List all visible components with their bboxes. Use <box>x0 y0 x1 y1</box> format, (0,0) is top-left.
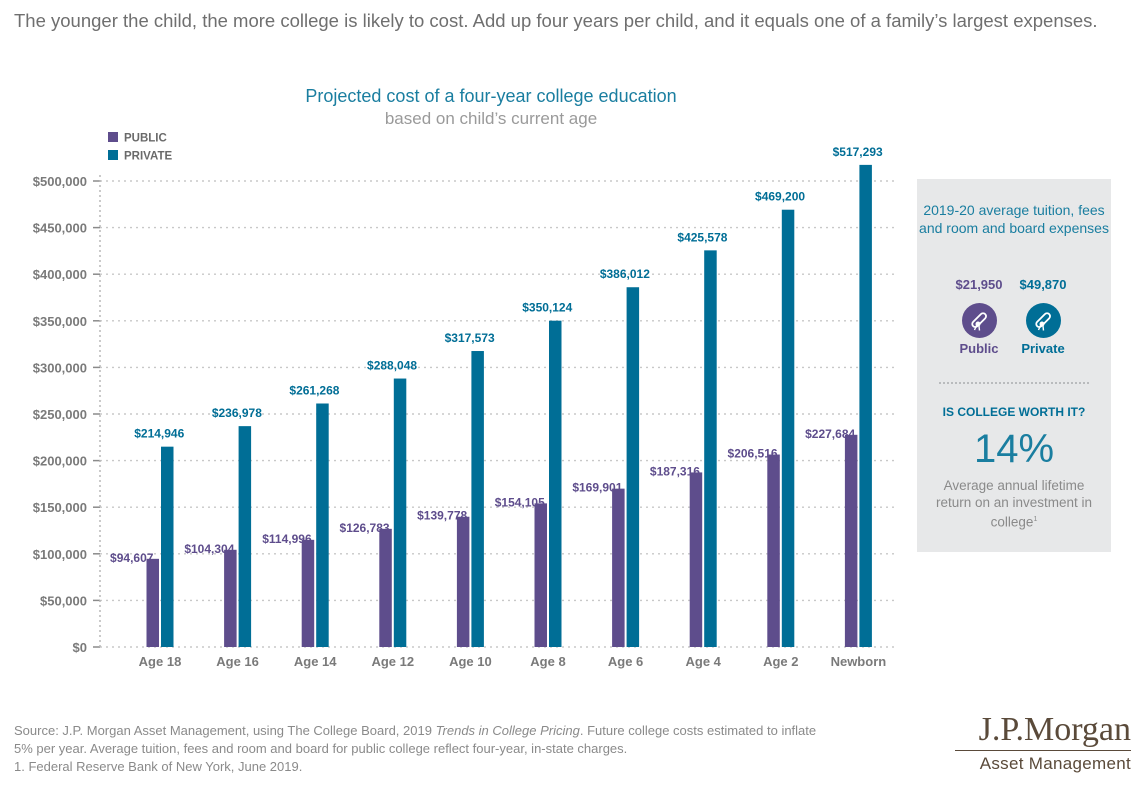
data-label-private: $469,200 <box>755 190 805 204</box>
data-label-private: $261,268 <box>289 383 339 397</box>
bar-private <box>859 164 872 647</box>
data-label-public: $169,901 <box>572 481 622 495</box>
y-tick-label: $500,000 <box>33 174 87 189</box>
x-tick-label: Age 18 <box>139 654 182 669</box>
public-label: Public <box>959 341 999 356</box>
bar-public <box>844 434 858 647</box>
headline: The younger the child, the more college … <box>14 10 1098 31</box>
data-label-public: $206,516 <box>728 447 778 461</box>
y-tick-label: $400,000 <box>33 267 87 282</box>
x-tick-label: Age 2 <box>763 654 798 669</box>
data-label-private: $317,573 <box>445 331 495 345</box>
private-label: Private <box>1021 341 1065 356</box>
y-tick-label: $150,000 <box>33 500 87 515</box>
bar-private <box>238 426 252 647</box>
legend-swatch-private <box>108 150 118 160</box>
chart-title: Projected cost of a four-year college ed… <box>305 86 676 106</box>
panel-title: 2019-20 average tuition, fees and room a… <box>919 202 1109 236</box>
x-tick-label: Age 10 <box>449 654 492 669</box>
y-tick-label: $300,000 <box>33 360 87 375</box>
data-label-public: $187,316 <box>650 464 700 478</box>
x-tick-label: Age 14 <box>294 654 337 669</box>
bar-public <box>456 516 470 647</box>
bar-public <box>379 528 392 647</box>
data-label-public: $139,778 <box>417 509 467 523</box>
bar-private <box>161 446 174 647</box>
chart-subtitle: based on child’s current age <box>385 109 597 128</box>
x-tick-label: Age 12 <box>371 654 414 669</box>
data-label-public: $104,304 <box>184 542 234 556</box>
y-tick-label: $250,000 <box>33 407 87 422</box>
bar-public <box>301 539 315 647</box>
public-average-price: $21,950 <box>955 277 1003 292</box>
data-label-public: $227,684 <box>805 427 855 441</box>
source-publication: Trends in College Pricing <box>435 723 580 738</box>
source-line-2: 5% per year. Average tuition, fees and r… <box>14 741 628 756</box>
bar-private <box>316 403 329 647</box>
y-tick-label: $350,000 <box>33 314 87 329</box>
bar-public <box>612 488 625 647</box>
y-tick-label: $0 <box>73 640 87 655</box>
source-line-3: 1. Federal Reserve Bank of New York, Jun… <box>14 759 303 774</box>
panel-divider <box>939 382 1089 384</box>
y-tick-label: $100,000 <box>33 547 87 562</box>
bar-private <box>471 351 484 647</box>
logo-rule <box>955 750 1131 751</box>
worth-heading: IS COLLEGE WORTH IT? <box>942 405 1086 419</box>
legend-label-public: PUBLIC <box>124 133 167 145</box>
data-label-public: $154,105 <box>495 495 545 509</box>
bar-private <box>781 209 795 647</box>
x-tick-label: Age 8 <box>530 654 565 669</box>
bar-private <box>626 287 640 647</box>
x-tick-label: Age 16 <box>216 654 259 669</box>
data-label-private: $517,293 <box>833 145 883 159</box>
bar-public <box>146 558 159 647</box>
data-label-private: $288,048 <box>367 359 417 373</box>
y-tick-label: $50,000 <box>40 593 87 608</box>
x-tick-label: Age 4 <box>685 654 721 669</box>
source-line-1: Source: J.P. Morgan Asset Management, us… <box>14 722 894 740</box>
legend-swatch-public <box>108 132 118 142</box>
data-label-private: $214,946 <box>134 427 184 441</box>
bar-private <box>393 378 407 647</box>
source-note: Source: J.P. Morgan Asset Management, us… <box>14 722 894 776</box>
data-label-public: $114,996 <box>262 532 312 546</box>
bar-public <box>689 472 703 647</box>
diploma-icon <box>1026 303 1061 338</box>
bar-public <box>767 454 780 647</box>
data-label-private: $350,124 <box>522 301 572 315</box>
logo-wordmark: J.P.Morgan <box>978 711 1131 748</box>
data-label-private: $386,012 <box>600 267 650 281</box>
source-line-1-a: Source: J.P. Morgan Asset Management, us… <box>14 723 436 738</box>
x-tick-label: Age 6 <box>608 654 643 669</box>
data-label-public: $126,783 <box>340 521 390 535</box>
data-label-private: $236,978 <box>212 406 262 420</box>
worth-description: Average annual lifetime return on an inv… <box>927 477 1101 531</box>
bar-private <box>704 250 717 647</box>
legend-label-private: PRIVATE <box>124 151 172 163</box>
y-tick-label: $450,000 <box>33 221 87 236</box>
footnote-mark: 1 <box>1033 516 1038 523</box>
bar-private <box>549 320 562 647</box>
bar-public <box>224 549 237 647</box>
data-label-private: $425,578 <box>677 230 727 244</box>
diploma-icon <box>962 303 997 338</box>
source-line-1-b: . Future college costs estimated to infl… <box>579 723 817 738</box>
data-label-public: $94,607 <box>110 551 154 565</box>
y-tick-label: $200,000 <box>33 454 87 469</box>
jpmorgan-logo: J.P.Morgan Asset Management <box>955 712 1131 774</box>
private-average-price: $49,870 <box>1019 277 1067 292</box>
worth-description-text: Average annual lifetime return on an inv… <box>935 478 1093 530</box>
x-tick-label: Newborn <box>831 654 887 669</box>
average-expenses-panel: 2019-20 average tuition, fees and room a… <box>917 179 1111 552</box>
worth-value: 14% <box>973 427 1055 471</box>
bar-chart: Projected cost of a four-year college ed… <box>33 86 897 669</box>
bar-public <box>534 503 547 647</box>
logo-subtitle: Asset Management <box>979 754 1131 773</box>
